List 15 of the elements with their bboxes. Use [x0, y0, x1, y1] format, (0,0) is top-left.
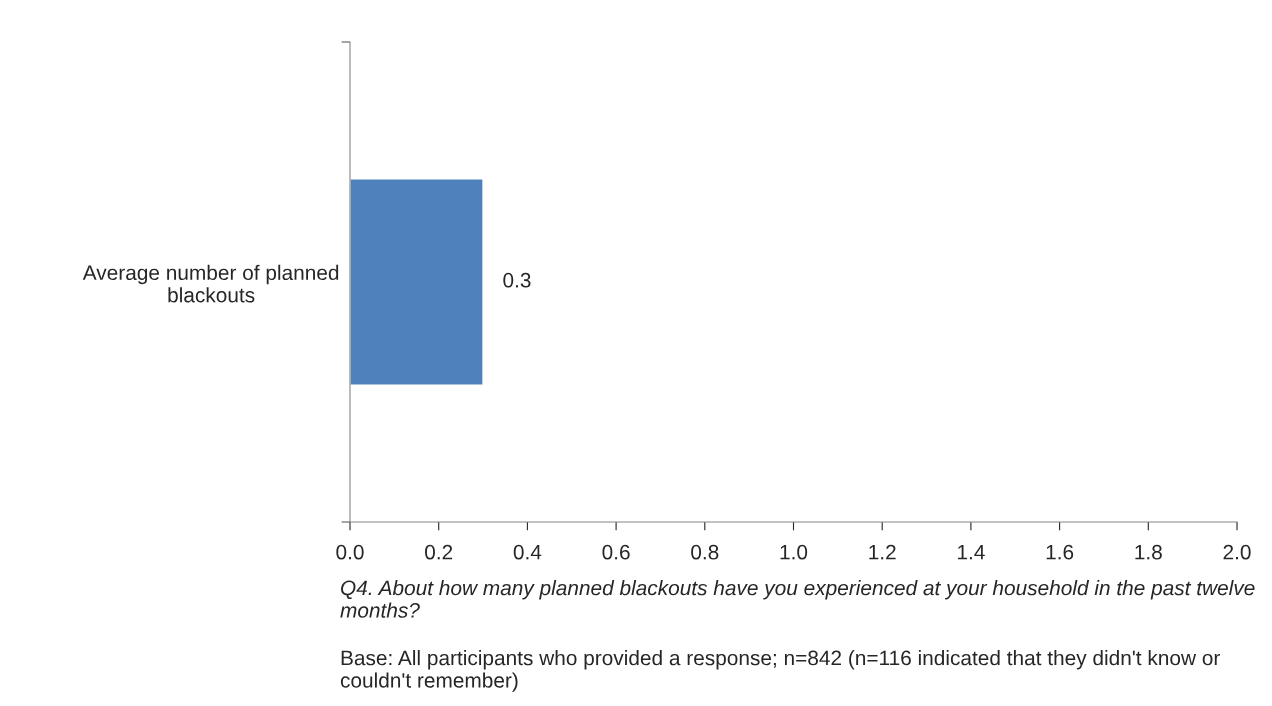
x-tick-label: 0.8 [691, 544, 719, 560]
x-tick-label: 0.0 [336, 544, 364, 560]
x-tick-label: 1.4 [958, 544, 985, 560]
x-tick-label: 1.6 [1046, 544, 1074, 560]
x-tick-label: 2.0 [1223, 544, 1251, 560]
x-tick-label: 1.0 [780, 544, 808, 560]
x-tick-label: 0.2 [425, 544, 453, 560]
x-tick-label: 0.4 [513, 544, 542, 560]
x-tick-label: 0.6 [602, 544, 630, 560]
x-tick-label: 1.8 [1135, 544, 1162, 560]
text: Base: All participants who provided a response; n=842 (n=116 indicated that they didn't know or couldn't remember) [340, 650, 1220, 692]
x-tick-label: 1.2 [869, 544, 896, 560]
data-label: 0.3 [503, 272, 531, 288]
y-tick-label: Average number of planned blackouts [82, 264, 339, 303]
text: Q4. About how many planned blackouts have you experienced at your household in the past twelve months? [340, 580, 1255, 618]
